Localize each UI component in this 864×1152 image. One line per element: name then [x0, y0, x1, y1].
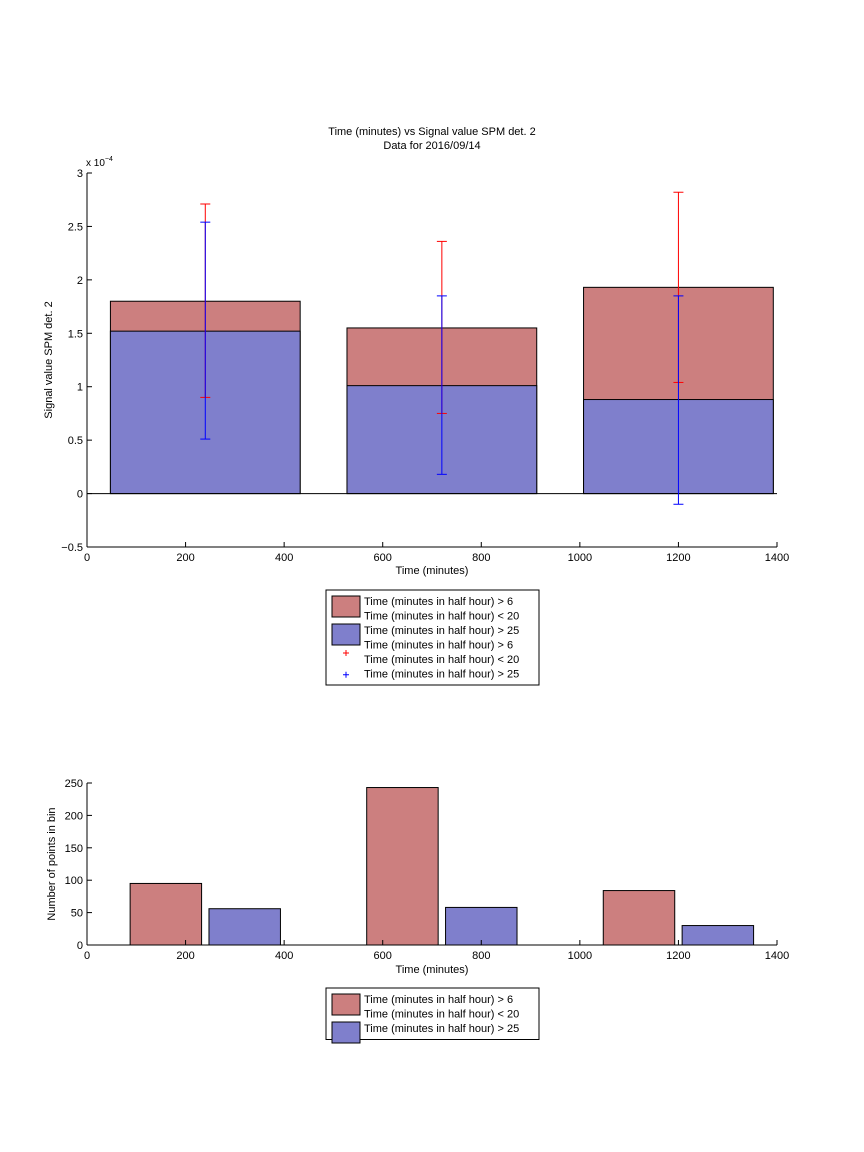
bar-red	[129, 882, 203, 946]
x-tick-label: 1400	[765, 552, 789, 564]
legend-bottom: Time (minutes in half hour) > 6 Time (min…	[325, 987, 540, 1044]
error-bar-blue	[200, 221, 211, 440]
y-tick-label: 0	[77, 489, 83, 501]
legend-swatch-blue	[331, 623, 361, 646]
y-tick-label: 1.5	[68, 328, 83, 340]
chart-subtitle: Data for 2016/09/14	[383, 140, 480, 152]
x-tick-label: 0	[84, 552, 90, 564]
legend-label: Time (minutes in half hour) > 6	[364, 596, 513, 608]
error-bar-blue	[673, 295, 684, 505]
legend-label: Time (minutes in half hour) > 6	[364, 994, 513, 1006]
legend-label: Time (minutes in half hour) > 25	[364, 1023, 519, 1035]
x-tick-label: 1400	[765, 950, 789, 962]
legend-label: Time (minutes in half hour) < 20	[364, 611, 519, 623]
x-tick-label: 1200	[666, 552, 690, 564]
x-tick-label: 1200	[666, 950, 690, 962]
y-tick-label: 0	[77, 940, 83, 952]
x-tick-label: 800	[472, 552, 490, 564]
x-tick-label: 0	[84, 950, 90, 962]
signal-chart: Time (minutes) vs Signal value SPM det. …	[43, 126, 789, 577]
x-tick-label: 600	[374, 552, 392, 564]
legend-marker-blue	[343, 671, 349, 678]
chart-title: Time (minutes) vs Signal value SPM det. …	[328, 126, 535, 138]
x-tick-label: 600	[374, 950, 392, 962]
y-tick-label: 3	[77, 168, 83, 180]
legend-label: Time (minutes in half hour) < 20	[364, 654, 519, 666]
legend-swatch-blue	[331, 1021, 361, 1044]
x-tick-label: 400	[275, 552, 293, 564]
x-axis-label: Time (minutes)	[396, 565, 469, 577]
y-tick-label: 0.5	[68, 435, 83, 447]
y-tick-label: −0.5	[61, 542, 83, 554]
y-axis-label: Number of points in bin	[46, 807, 58, 920]
y-exponent-label: x 10−4	[86, 156, 113, 169]
x-tick-label: 200	[176, 552, 194, 564]
x-tick-label: 800	[472, 950, 490, 962]
error-bar-blue	[436, 295, 447, 475]
x-tick-label: 1000	[568, 950, 592, 962]
legend-marker-red	[343, 650, 349, 656]
y-tick-label: 200	[65, 810, 83, 822]
x-tick-label: 400	[275, 950, 293, 962]
y-tick-label: 250	[65, 778, 83, 790]
legend-box	[325, 987, 540, 1040]
legend-swatch-red	[331, 595, 361, 618]
legend-box	[325, 589, 540, 686]
bar-blue	[445, 906, 518, 946]
y-axis-label: Signal value SPM det. 2	[43, 301, 55, 418]
legend-swatch-red	[331, 993, 361, 1016]
bar-blue	[208, 908, 281, 946]
legend-label: Time (minutes in half hour) > 6	[364, 640, 513, 652]
y-tick-label: 2	[77, 275, 83, 287]
y-tick-label: 1	[77, 382, 83, 394]
y-tick-label: 50	[71, 908, 83, 920]
y-tick-label: 100	[65, 875, 83, 887]
y-tick-label: 150	[65, 843, 83, 855]
x-axis-label: Time (minutes)	[396, 964, 469, 976]
y-tick-label: 2.5	[68, 221, 83, 233]
count-chart: 0 200 400 600 800 1000 1200 1400 0 50 100 150 200 250…	[46, 778, 789, 976]
x-tick-label: 1000	[568, 552, 592, 564]
bar-red	[366, 787, 439, 946]
legend-label: Time (minutes in half hour) > 25	[364, 669, 519, 681]
bar-red	[602, 890, 676, 946]
legend-top: Time (minutes in half hour) > 6 Time (min…	[325, 589, 540, 686]
x-tick-label: 200	[176, 950, 194, 962]
bar-blue	[681, 925, 755, 946]
legend-label: Time (minutes in half hour) > 25	[364, 625, 519, 637]
legend-label: Time (minutes in half hour) < 20	[364, 1009, 519, 1021]
